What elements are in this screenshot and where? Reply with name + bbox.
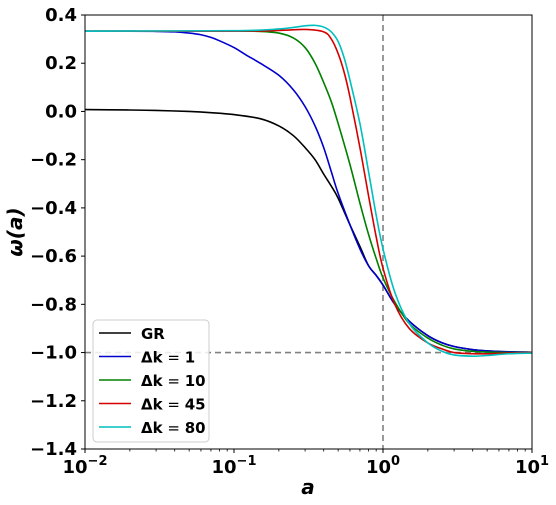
- y-tick-label: −0.2: [30, 150, 77, 171]
- y-tick-label: −0.4: [30, 198, 77, 219]
- legend-value: 10: [185, 372, 206, 390]
- legend-entry-2: Δk = 10: [141, 372, 206, 390]
- x-tick-label: 10−1: [211, 454, 256, 478]
- y-tick-label: −1.0: [30, 343, 77, 364]
- series-line-2: [85, 30, 532, 354]
- y-tick-label: 0.0: [45, 101, 77, 122]
- legend-entry-1: Δk = 1: [141, 349, 195, 367]
- x-tick-base: 10: [211, 457, 236, 478]
- legend-label: Δk: [141, 396, 164, 414]
- legend-equals: =: [163, 396, 185, 414]
- legend-label: GR: [141, 325, 165, 343]
- x-tick-label: 100: [366, 454, 400, 478]
- y-tick-label: −0.8: [30, 294, 77, 315]
- legend-equals: =: [163, 419, 185, 437]
- legend-label: Δk: [141, 419, 164, 437]
- legend-entry-4: Δk = 80: [141, 419, 206, 437]
- y-tick-label: 0.4: [45, 5, 77, 26]
- series-line-4: [85, 24, 532, 357]
- legend-entry-3: Δk = 45: [141, 396, 206, 414]
- series-layer: [85, 24, 532, 357]
- y-tick-label: −1.2: [30, 391, 77, 412]
- y-tick-label: 0.2: [45, 53, 77, 74]
- legend-label: Δk: [141, 372, 164, 390]
- series-line-1: [85, 30, 532, 354]
- legend-value: 80: [185, 419, 206, 437]
- x-tick-base: 10: [62, 457, 87, 478]
- y-tick-label: −0.6: [30, 246, 77, 267]
- plot-frame: [84, 14, 533, 450]
- legend-entry-0: GR: [141, 325, 165, 343]
- x-tick-exponent: 0: [391, 454, 400, 469]
- y-axis-label: ω(a): [3, 207, 27, 256]
- legend-label: Δk: [141, 349, 164, 367]
- legend-equals: =: [163, 349, 185, 367]
- x-tick-label: 10−2: [62, 454, 107, 478]
- legend-value: 1: [185, 349, 195, 367]
- y-axis: 0.4 0.2 0.0 −0.2 −0.4 −0.6 −0.8 −1.0 −1.2 −1.4: [30, 5, 85, 460]
- legend-box: [92, 319, 210, 443]
- x-tick-base: 10: [366, 457, 391, 478]
- x-tick-exponent: −1: [237, 454, 257, 469]
- legend-equals: =: [163, 372, 185, 390]
- legend-value: 45: [185, 396, 206, 414]
- y-tick-label: −1.4: [30, 439, 77, 460]
- series-line-3: [85, 28, 532, 355]
- x-axis: 10−2 10−1 100 101: [62, 449, 549, 478]
- x-tick-exponent: 1: [540, 454, 549, 469]
- x-tick-base: 10: [515, 457, 540, 478]
- x-axis-label: a: [301, 475, 315, 499]
- x-tick-label: 101: [515, 454, 549, 478]
- x-tick-exponent: −2: [88, 454, 108, 469]
